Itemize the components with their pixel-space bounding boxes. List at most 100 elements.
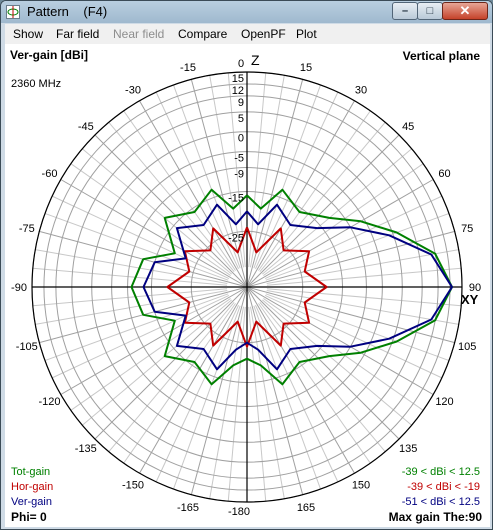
angle-label: 120 xyxy=(435,396,453,408)
z-axis-label: Z xyxy=(251,52,260,68)
grid-spoke xyxy=(60,179,248,288)
grid-spoke xyxy=(246,286,304,495)
grid-spoke xyxy=(51,294,230,379)
maximize-button[interactable]: □ xyxy=(417,2,443,20)
grid-spoke xyxy=(172,305,241,490)
grid-spoke xyxy=(139,100,248,288)
menu-compare[interactable]: Compare xyxy=(178,27,228,41)
grid-spoke xyxy=(249,75,285,268)
grid-spoke xyxy=(44,212,229,281)
grid-spoke xyxy=(209,75,245,268)
angle-label: 150 xyxy=(352,480,370,492)
menu-far-field[interactable]: Far field xyxy=(56,27,100,41)
grid-spoke xyxy=(209,306,245,499)
grid-spoke xyxy=(261,148,413,275)
legend-ver-gain: Ver-gain xyxy=(11,496,52,508)
grid-spoke xyxy=(259,121,386,273)
title-bar[interactable]: Pattern (F4) – □ ✕ xyxy=(1,1,492,23)
grid-spoke xyxy=(246,286,355,474)
grid-spoke xyxy=(246,179,434,288)
grid-spoke xyxy=(190,286,248,495)
gain-type-label: Ver-gain [dBi] xyxy=(10,48,89,62)
grid-spoke xyxy=(246,286,434,395)
grid-spoke xyxy=(123,303,236,464)
grid-spoke xyxy=(246,230,455,288)
grid-spoke xyxy=(246,79,304,288)
close-button[interactable]: ✕ xyxy=(442,2,488,20)
grid-spoke xyxy=(258,110,371,271)
menu-bar: Show Far field Near field Compare OpenPF… xyxy=(5,24,490,44)
menu-openpf[interactable]: OpenPF xyxy=(241,27,286,41)
angle-label: -90 xyxy=(11,282,27,294)
grid-spoke xyxy=(253,305,322,490)
grid-spoke xyxy=(108,301,235,453)
plane-label: Vertical plane xyxy=(402,49,480,63)
radial-label: 15 xyxy=(232,73,244,85)
grid-spoke xyxy=(108,121,235,273)
grid-spoke xyxy=(70,163,231,276)
max-gain-label: Max gain The:90 xyxy=(388,510,482,524)
polar-chart: 0 153045607590105120135150165-180-165-150… xyxy=(11,58,481,518)
angle-label: -30 xyxy=(125,85,141,97)
grid-spoke xyxy=(248,72,267,268)
grid-spoke xyxy=(70,298,231,411)
radial-label: -9 xyxy=(234,169,244,181)
angle-label: 15 xyxy=(300,62,312,74)
grid-spoke xyxy=(248,306,267,502)
angle-label: 75 xyxy=(461,223,473,235)
legend-hor-gain: Hor-gain xyxy=(11,481,54,493)
grid-spoke xyxy=(266,288,462,307)
menu-plot[interactable]: Plot xyxy=(296,27,317,41)
legend-ver-gain-range: -51 < dBi < 12.5 xyxy=(401,496,480,508)
angle-label: -180 xyxy=(228,506,250,518)
grid-spoke xyxy=(81,148,233,275)
grid-spoke xyxy=(227,72,246,268)
radial-label: -15 xyxy=(228,192,244,204)
grid-spoke xyxy=(246,286,400,440)
angle-label: -45 xyxy=(78,121,94,133)
angle-label: -75 xyxy=(19,223,35,235)
menu-show[interactable]: Show xyxy=(13,27,44,41)
angle-label: 135 xyxy=(399,443,417,455)
menu-near-field: Near field xyxy=(113,27,165,41)
angle-label: 165 xyxy=(297,502,315,514)
grid-spoke xyxy=(265,212,450,281)
angle-label: -60 xyxy=(42,168,58,180)
grid-spoke xyxy=(265,293,450,362)
grid-spoke xyxy=(258,303,371,464)
grid-spoke xyxy=(264,195,443,280)
angle-label: -135 xyxy=(75,443,97,455)
legend-tot-gain-range: -39 < dBi < 12.5 xyxy=(401,466,480,478)
grid-spoke xyxy=(227,306,246,502)
grid-spoke xyxy=(261,299,413,426)
legend-hor-gain-range: -39 < dBi < -19 xyxy=(407,481,480,493)
series-tot-gain xyxy=(130,188,453,386)
phi-label: Phi= 0 xyxy=(11,510,47,524)
radial-label: 5 xyxy=(238,113,244,125)
minimize-button[interactable]: – xyxy=(392,2,418,20)
grid-spoke xyxy=(264,294,443,379)
grid-spoke xyxy=(35,249,228,285)
series-hor-gain xyxy=(166,226,328,348)
angle-label: 90 xyxy=(469,282,481,294)
grid-spoke xyxy=(32,288,228,307)
angle-label: 60 xyxy=(438,168,450,180)
grid-spoke xyxy=(51,195,230,280)
app-icon xyxy=(6,5,20,19)
radial-label: 0 xyxy=(238,133,244,145)
grid-spoke xyxy=(266,267,462,286)
angle-label: -120 xyxy=(38,396,60,408)
radial-label: -25 xyxy=(228,232,244,244)
grid-spoke xyxy=(190,79,248,288)
angle-label: 30 xyxy=(355,85,367,97)
grid-spoke xyxy=(44,293,229,362)
radial-label: 12 xyxy=(232,85,244,97)
grid-spoke xyxy=(246,100,355,288)
legend-tot-gain: Tot-gain xyxy=(11,466,51,478)
grid-spoke xyxy=(266,289,459,325)
grid-spoke xyxy=(81,299,233,426)
grid-spoke xyxy=(246,286,455,344)
grid-spoke xyxy=(32,267,228,286)
grid-spoke xyxy=(94,134,248,288)
